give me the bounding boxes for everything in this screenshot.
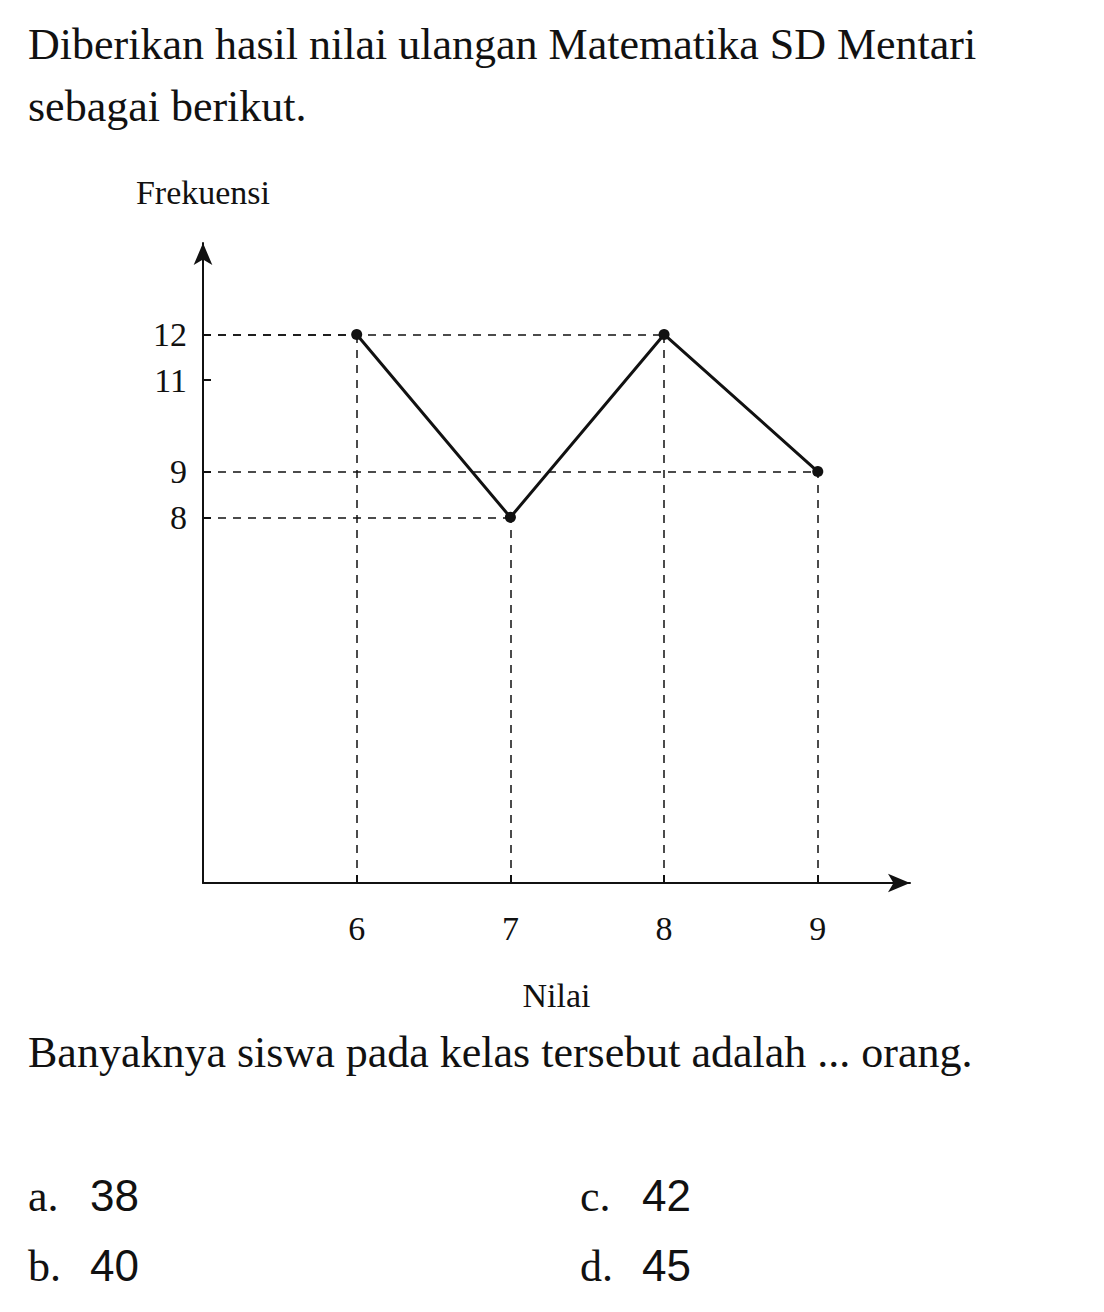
html-text:42: 42 bbox=[642, 1171, 691, 1220]
html-text:38: 38 bbox=[90, 1171, 139, 1220]
html-text:Banyaknya siswa pada kelas ter: Banyaknya siswa pada kelas tersebut adal… bbox=[28, 1028, 973, 1077]
svg-text:6: 6 bbox=[348, 910, 365, 947]
svg-text:8: 8 bbox=[170, 499, 187, 536]
svg-text:Frekuensi: Frekuensi bbox=[136, 174, 270, 211]
svg-text:11: 11 bbox=[154, 362, 187, 399]
svg-text:Nilai: Nilai bbox=[523, 977, 591, 1014]
svg-text:9: 9 bbox=[809, 910, 826, 947]
html-text:Diberikan hasil nilai ulangan: Diberikan hasil nilai ulangan Matematika… bbox=[28, 20, 977, 131]
html-text:b.: b. bbox=[28, 1242, 61, 1291]
html-text:a.: a. bbox=[28, 1172, 59, 1221]
html-text:40: 40 bbox=[90, 1241, 139, 1290]
html-text:d.: d. bbox=[580, 1242, 613, 1291]
html-text:45: 45 bbox=[642, 1241, 691, 1290]
svg-text:12: 12 bbox=[153, 316, 187, 353]
html-text:c.: c. bbox=[580, 1172, 611, 1221]
svg-text:9: 9 bbox=[170, 453, 187, 490]
svg-text:7: 7 bbox=[502, 910, 519, 947]
svg-text:8: 8 bbox=[656, 910, 673, 947]
